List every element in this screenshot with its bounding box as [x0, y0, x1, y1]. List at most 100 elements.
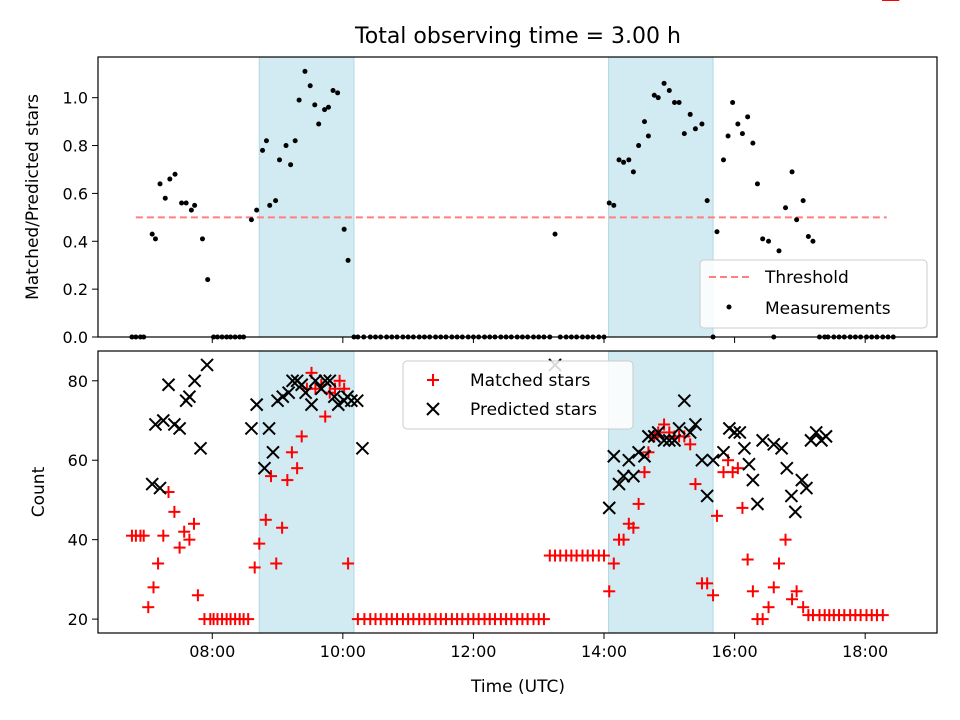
predicted-star-point — [746, 473, 760, 487]
x-tick-label: 10:00 — [320, 642, 366, 661]
measurement-point — [611, 202, 617, 208]
matched-star-point — [265, 470, 278, 483]
matched-star-point — [689, 478, 702, 491]
matched-star-point — [537, 613, 550, 626]
predicted-star-point — [244, 421, 259, 436]
predicted-star-point — [641, 429, 656, 444]
measurement-point — [783, 205, 789, 211]
bottom-legend: Matched stars Predicted stars — [402, 360, 634, 430]
measurement-point — [260, 147, 266, 153]
predicted-star-point — [344, 393, 359, 408]
predicted-star-point — [672, 421, 686, 436]
measurement-point — [699, 121, 705, 127]
predicted-star-point — [308, 374, 323, 388]
x-tick-label: 14:00 — [581, 642, 627, 661]
matched-star-point — [731, 462, 744, 475]
chart-title: Total observing time = 3.00 h — [354, 24, 681, 49]
matched-star-point — [617, 533, 630, 546]
y-tick-label: 40 — [68, 531, 88, 550]
matched-star-point — [183, 533, 196, 546]
predicted-star-point — [172, 421, 187, 436]
matched-star-point — [876, 609, 889, 622]
y-tick-label: 1.0 — [63, 89, 88, 108]
matched-star-point — [736, 501, 749, 514]
legend-matched-swatch — [427, 374, 439, 386]
matched-star-point — [295, 430, 308, 443]
measurement-point — [288, 162, 294, 168]
predicted-star-point — [262, 421, 276, 436]
predicted-star-point — [626, 469, 641, 483]
matched-star-point — [603, 585, 616, 598]
measurement-point — [800, 198, 806, 204]
measurement-point — [330, 88, 336, 94]
predicted-star-point — [651, 425, 665, 440]
predicted-star-point — [727, 425, 742, 440]
predicted-star-point — [298, 385, 313, 400]
matched-star-point — [786, 593, 799, 606]
matched-star-point — [658, 418, 671, 431]
y-tick-label: 20 — [68, 610, 88, 629]
measurement-point — [341, 226, 347, 232]
legend-predicted-label: Predicted stars — [470, 400, 597, 420]
top-axes-frame — [97, 56, 938, 338]
measurement-point — [606, 200, 612, 206]
x-axis-label: Time (UTC) — [470, 677, 565, 697]
predicted-star-point — [187, 374, 202, 388]
top-shaded-intervals — [258, 56, 714, 338]
matched-star-point — [638, 466, 651, 479]
x-tick-label: 12:00 — [450, 642, 496, 661]
matched-star-point — [242, 613, 255, 626]
measurement-point — [307, 83, 313, 89]
measurement-point — [672, 99, 678, 105]
measurement-point — [754, 181, 760, 187]
matched-star-point — [319, 410, 332, 423]
predicted-star-point — [755, 433, 770, 448]
matched-star-point — [270, 557, 283, 570]
matched-star-point — [342, 557, 355, 570]
matched-star-point — [710, 509, 723, 522]
predicted-star-point — [285, 374, 300, 388]
predicted-star-point — [148, 417, 163, 432]
measurement-point — [254, 207, 260, 213]
legend-threshold-label: Threshold — [764, 268, 849, 288]
measurement-point — [681, 131, 687, 137]
y-tick-label: 0.0 — [63, 328, 88, 347]
measurement-point — [750, 140, 756, 146]
predicted-star-point — [780, 461, 794, 475]
y-tick-label: 80 — [68, 372, 88, 391]
matched-star-point — [741, 553, 754, 566]
matched-star-point — [632, 497, 645, 510]
top-legend-box — [699, 259, 928, 329]
x-tick-label: 18:00 — [842, 642, 888, 661]
measurement-point — [661, 80, 667, 86]
matched-star-point — [253, 537, 266, 550]
top-legend: Threshold Measurements — [699, 259, 928, 329]
matched-star-point — [291, 462, 304, 475]
matched-star-point — [627, 521, 640, 534]
bottom-y-axis-label: Count — [29, 466, 49, 517]
matched-star-point — [779, 533, 792, 546]
legend-measurements-swatch — [726, 304, 732, 310]
measurement-point — [766, 238, 772, 244]
predicted-star-point — [799, 481, 814, 495]
measurement-point — [805, 233, 811, 239]
predicted-star-point — [622, 453, 636, 467]
measurement-point — [157, 181, 163, 187]
measurement-point — [345, 257, 351, 263]
matched-star-point — [137, 529, 150, 542]
y-tick-label: 60 — [68, 451, 88, 470]
measurement-point — [645, 133, 651, 139]
measurement-point — [199, 236, 205, 242]
measurement-point — [277, 157, 283, 163]
matched-star-point — [746, 585, 759, 598]
matched-star-point — [178, 525, 191, 538]
predicted-star-point — [662, 433, 677, 448]
matched-star-point — [701, 577, 714, 590]
matched-star-point — [684, 438, 697, 451]
measurement-point — [692, 126, 698, 132]
matched-star-point — [762, 601, 775, 614]
matched-star-point — [598, 549, 611, 562]
measurement-point — [621, 159, 627, 165]
measurement-point — [322, 107, 328, 113]
